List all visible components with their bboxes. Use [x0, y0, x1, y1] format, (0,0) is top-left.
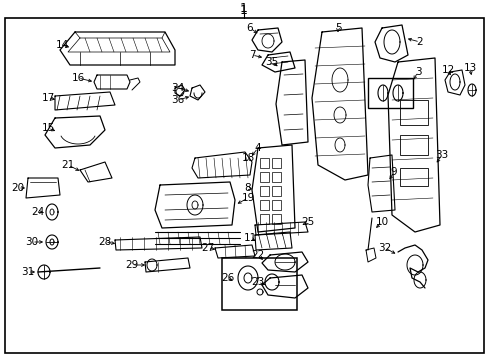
- Text: 35: 35: [265, 57, 278, 67]
- Text: 23: 23: [251, 277, 264, 287]
- Bar: [271, 200, 281, 210]
- Text: 6: 6: [246, 23, 253, 33]
- Text: 9: 9: [390, 167, 397, 177]
- Bar: [271, 214, 281, 224]
- Text: 20: 20: [11, 183, 24, 193]
- Text: 36: 36: [171, 95, 184, 105]
- Text: 11: 11: [243, 233, 256, 243]
- Text: 1: 1: [240, 1, 247, 14]
- Text: 17: 17: [41, 93, 55, 103]
- Text: 22: 22: [251, 250, 264, 260]
- Text: 32: 32: [378, 243, 391, 253]
- Bar: [260, 172, 268, 182]
- Text: 26: 26: [221, 273, 234, 283]
- Text: 15: 15: [41, 123, 55, 133]
- Bar: [271, 172, 281, 182]
- Text: 7: 7: [248, 50, 255, 60]
- Bar: [367, 78, 412, 108]
- Text: 5: 5: [334, 23, 341, 33]
- Bar: [271, 186, 281, 196]
- Bar: [260, 214, 268, 224]
- Text: 8: 8: [244, 183, 251, 193]
- Text: 10: 10: [375, 217, 388, 227]
- Text: 25: 25: [301, 217, 314, 227]
- Text: 13: 13: [463, 63, 476, 73]
- Text: 2: 2: [416, 37, 423, 47]
- Bar: [399, 100, 427, 125]
- Text: 31: 31: [21, 267, 35, 277]
- Bar: [399, 168, 427, 186]
- Text: 30: 30: [25, 237, 39, 247]
- Text: 34: 34: [171, 83, 184, 93]
- Text: 14: 14: [55, 40, 68, 50]
- Text: 21: 21: [61, 160, 75, 170]
- Text: 16: 16: [71, 73, 84, 83]
- Bar: [260, 186, 268, 196]
- Bar: [260, 200, 268, 210]
- Text: 19: 19: [241, 193, 254, 203]
- Text: 1: 1: [240, 4, 247, 17]
- Text: 24: 24: [31, 207, 44, 217]
- Bar: [271, 158, 281, 168]
- Text: 28: 28: [98, 237, 111, 247]
- Text: 18: 18: [241, 153, 254, 163]
- Text: 3: 3: [414, 67, 421, 77]
- Text: 29: 29: [125, 260, 138, 270]
- Bar: [399, 135, 427, 155]
- Text: 27: 27: [201, 243, 214, 253]
- Text: 4: 4: [254, 143, 261, 153]
- Bar: [260, 158, 268, 168]
- Text: 12: 12: [441, 65, 454, 75]
- Text: 33: 33: [434, 150, 447, 160]
- Bar: [222, 258, 296, 310]
